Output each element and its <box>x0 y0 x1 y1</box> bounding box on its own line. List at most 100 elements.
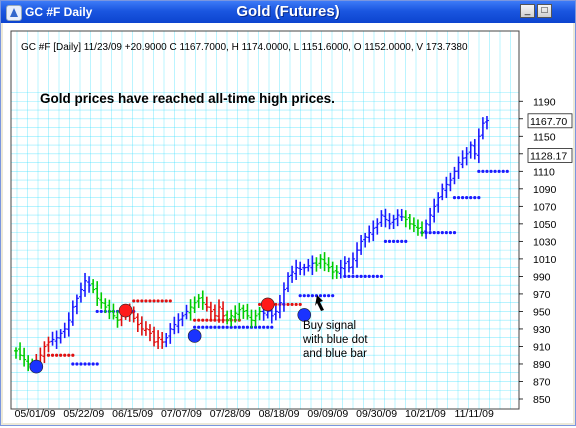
price-bar <box>188 299 193 321</box>
minimize-button[interactable]: _ <box>520 4 535 18</box>
price-bar <box>371 220 376 242</box>
date-tick-label: 07/28/09 <box>210 408 251 420</box>
stop-dot <box>481 169 485 173</box>
maximize-button[interactable]: □ <box>537 4 552 18</box>
price-tags: 1167.70 1128.17 <box>527 113 573 163</box>
stop-dot <box>396 239 400 243</box>
stop-dot <box>136 299 140 303</box>
price-bar <box>70 300 75 326</box>
price-tick-label: 1050 <box>533 219 557 231</box>
stop-dot <box>286 302 290 307</box>
stop-dot <box>477 195 481 200</box>
stop-dot <box>59 353 63 357</box>
price-bar <box>298 261 303 276</box>
stop-dot <box>91 362 95 366</box>
price-bar <box>395 209 400 227</box>
chart-area[interactable]: 850 870 890 910 930 950 970 990 1010 1030 1050 1070… <box>3 23 573 423</box>
stop-dot <box>387 239 392 243</box>
price-bar <box>131 306 136 323</box>
price-bar <box>355 242 360 268</box>
price-bar <box>286 272 291 293</box>
price-bar <box>107 299 112 320</box>
stop-dot <box>505 169 509 173</box>
stop-dot <box>432 231 436 235</box>
price-bar <box>42 341 47 364</box>
price-bar <box>115 310 120 328</box>
price-chart[interactable]: 850 870 890 910 930 950 970 990 1010 1030 1050 1070… <box>3 23 573 423</box>
headline: Gold prices have reached all-time high p… <box>40 91 335 106</box>
price-bar <box>387 213 392 230</box>
price-bar <box>460 150 465 169</box>
stop-dot <box>193 318 197 322</box>
price-bar <box>241 304 246 319</box>
stop-dot <box>452 195 457 200</box>
price-tick-label: 1190 <box>533 96 556 108</box>
stop-dot <box>331 294 335 298</box>
stop-dot <box>237 325 241 329</box>
price-bar <box>221 301 226 324</box>
price-tick-label: 970 <box>533 289 551 301</box>
price-bar <box>229 309 234 327</box>
stop-dot <box>400 239 404 243</box>
stop-dot <box>274 302 278 307</box>
date-axis: 05/01/09 05/22/09 06/15/09 07/07/09 07/28/09… <box>15 408 494 420</box>
app-logo-icon <box>6 5 22 21</box>
stop-dot <box>294 302 298 307</box>
stop-dot <box>298 302 302 307</box>
price-bar <box>310 255 315 276</box>
price-bar <box>399 208 404 221</box>
stop-dot <box>302 294 306 298</box>
price-bar <box>245 303 250 320</box>
price-tag-box <box>527 113 573 129</box>
stop-dot <box>290 302 294 307</box>
price-tick-label: 950 <box>533 306 551 318</box>
price-bar <box>74 294 79 315</box>
price-bar <box>277 294 282 319</box>
stop-dot <box>55 353 59 357</box>
stop-dot <box>233 325 237 329</box>
price-bar <box>379 210 384 227</box>
stop-dot <box>473 195 477 200</box>
price-tick-label: 1070 <box>533 201 557 213</box>
stop-dot <box>201 325 205 329</box>
stop-dot <box>270 325 274 329</box>
stop-dot <box>63 353 67 357</box>
price-bar <box>95 281 100 306</box>
stop-dot <box>144 299 148 303</box>
price-bar <box>367 225 372 243</box>
price-bar <box>14 347 18 359</box>
title-bar[interactable]: GC #F Daily Gold (Futures) _ □ <box>1 1 575 23</box>
price-bar <box>468 141 473 159</box>
stop-dot <box>379 274 383 279</box>
price-tag-box <box>527 148 573 163</box>
stop-dot <box>205 325 209 329</box>
stop-dot <box>306 294 310 298</box>
price-bar <box>407 214 412 230</box>
stop-dot <box>164 299 168 303</box>
price-bar <box>58 329 63 344</box>
price-bar <box>334 265 339 279</box>
stop-dot <box>298 294 302 298</box>
stop-dot <box>79 362 83 366</box>
price-bar <box>233 305 238 323</box>
price-bar <box>103 298 108 314</box>
price-bar <box>440 183 445 201</box>
stop-dot <box>217 325 221 329</box>
price-bar <box>428 207 433 231</box>
price-tick-label: 1110 <box>533 166 555 178</box>
red-signal-dot <box>260 297 275 312</box>
stop-dot <box>50 353 55 357</box>
price-bar <box>135 313 140 333</box>
stop-dot <box>95 309 99 314</box>
arrow-pointer-icon <box>315 295 324 311</box>
price-bar <box>444 176 449 199</box>
blue-signal-dot <box>297 308 312 322</box>
stop-dot <box>201 318 205 322</box>
price-bar <box>306 258 311 272</box>
price-tick-label: 850 <box>533 394 551 406</box>
price-bar <box>46 336 51 353</box>
stop-dot <box>197 318 201 322</box>
price-bar <box>62 322 67 339</box>
price-tick-label: 1030 <box>533 236 557 248</box>
price-bar <box>164 333 169 348</box>
